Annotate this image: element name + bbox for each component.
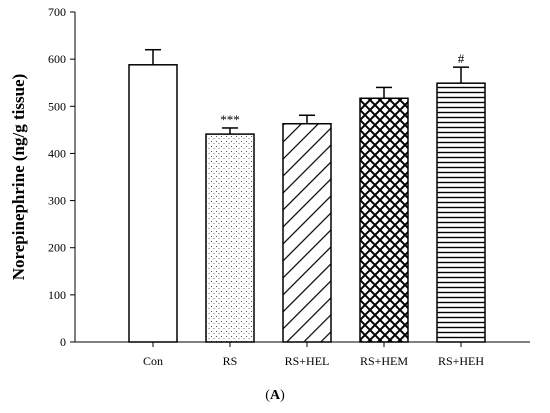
bars-group: *** # — [128, 48, 486, 343]
x-tick-label: RS — [223, 354, 238, 368]
panel-label: (A) — [0, 388, 550, 404]
y-tick-label: 300 — [48, 194, 66, 208]
bar-rs-hel — [282, 122, 332, 343]
y-tick-label: 500 — [48, 99, 66, 113]
y-tick-label: 700 — [48, 5, 66, 19]
x-tick-label: RS+HEM — [360, 354, 408, 368]
panel-label-letter: A — [269, 388, 281, 403]
bar-rs — [205, 133, 255, 343]
y-axis: 0 100 200 300 400 500 600 700 — [48, 5, 76, 349]
bar-con — [128, 64, 178, 343]
significance-marker: # — [458, 51, 465, 66]
x-axis: Con RS RS+HEL RS+HEM RS+HEH — [75, 341, 530, 368]
y-tick-label: 400 — [48, 146, 66, 160]
y-tick-label: 100 — [48, 288, 66, 302]
x-tick-label: RS+HEH — [438, 354, 484, 368]
y-tick-label: 600 — [48, 52, 66, 66]
panel-label-open: ( — [265, 388, 270, 403]
y-tick-label: 200 — [48, 241, 66, 255]
y-tick-label: 0 — [60, 335, 66, 349]
panel-label-close: ) — [280, 388, 285, 403]
x-tick-label: RS+HEL — [285, 354, 330, 368]
bar-rs-heh — [436, 82, 486, 343]
y-axis-title: Norepinephrine (ng/g tissue) — [9, 74, 28, 281]
bar-rs-hem — [359, 97, 409, 343]
x-tick-label: Con — [143, 354, 163, 368]
significance-marker: *** — [220, 112, 240, 127]
